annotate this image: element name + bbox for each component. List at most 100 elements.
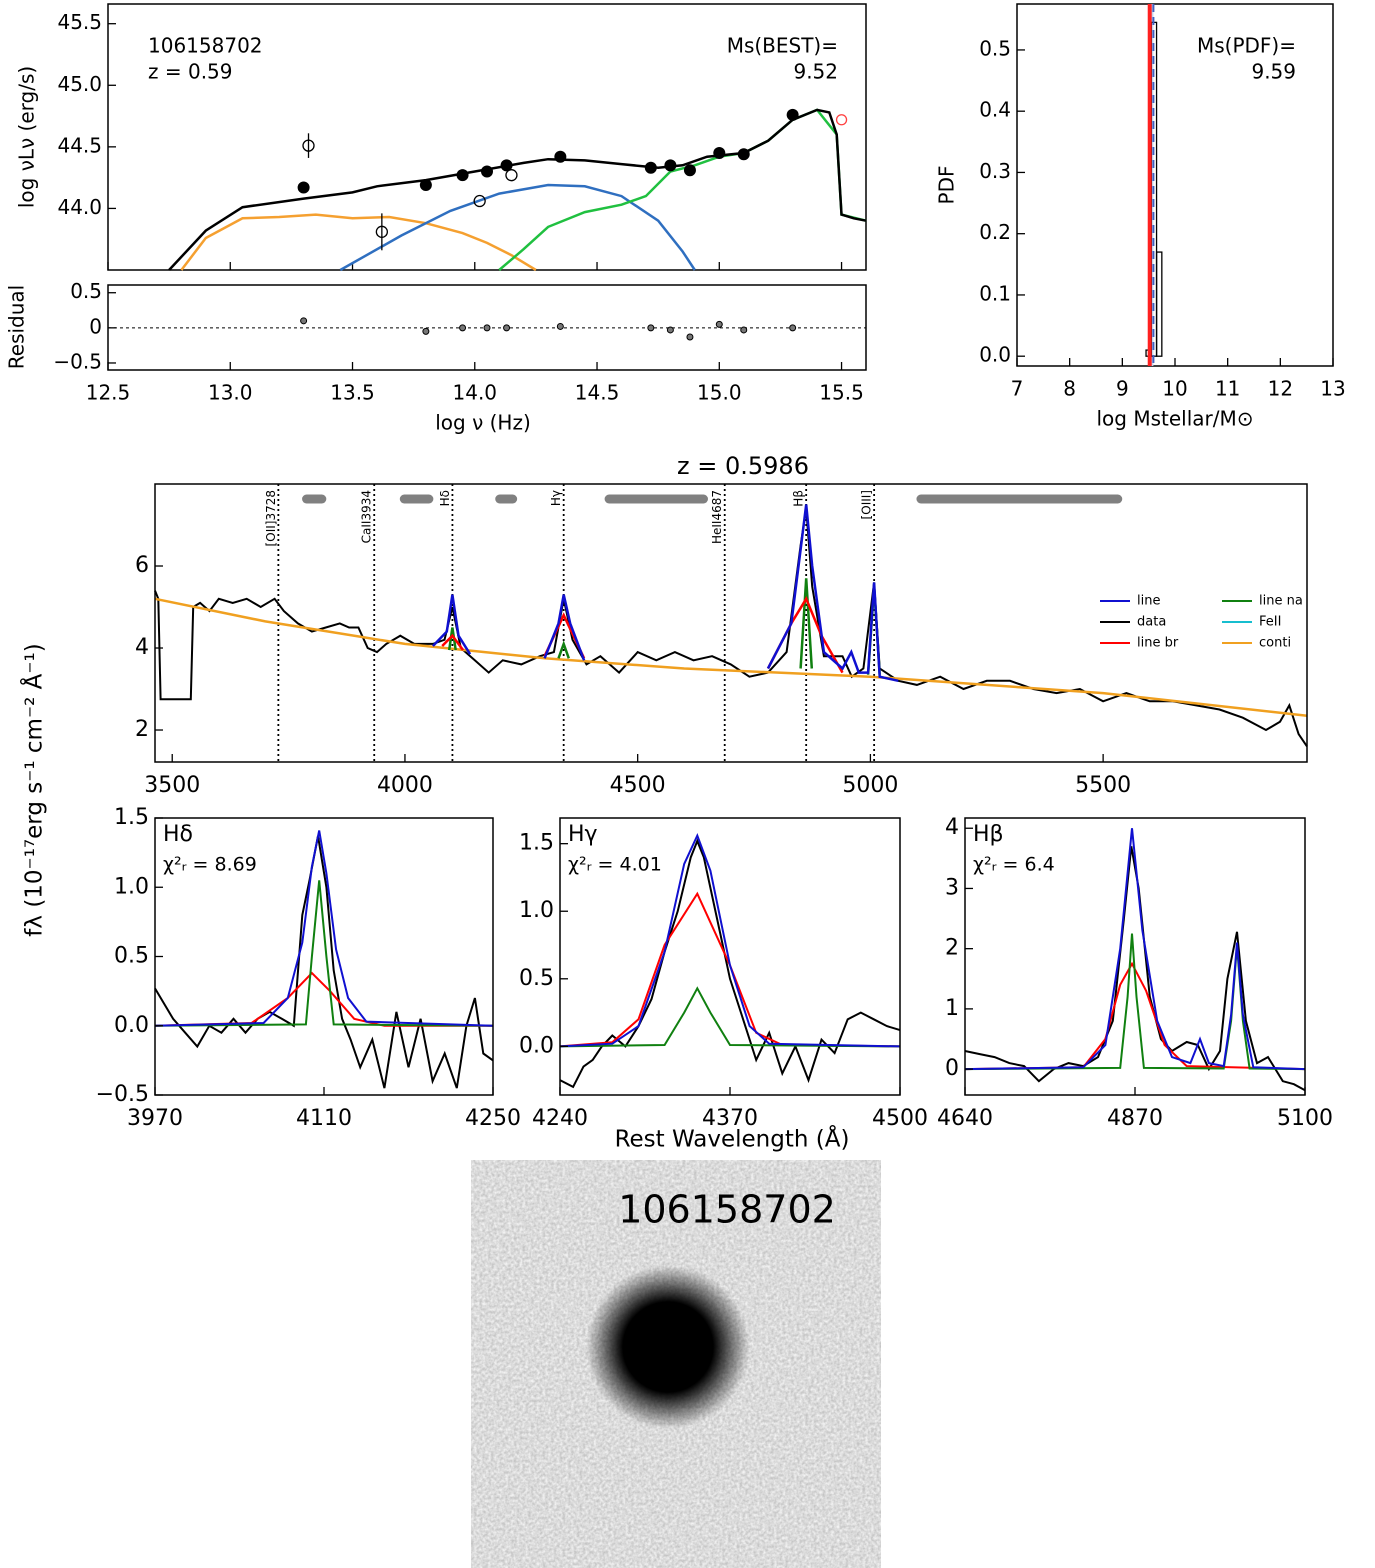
residual-point xyxy=(647,324,655,332)
x-tick-label: 4000 xyxy=(377,773,433,798)
x-tick-label: 5000 xyxy=(842,773,898,798)
fit-line xyxy=(154,835,494,1089)
y-tick-label: 0 xyxy=(89,314,102,338)
x-tick-label: 9 xyxy=(1116,377,1129,401)
y-tick-label: −0.5 xyxy=(96,1082,149,1107)
model-curve xyxy=(180,213,537,272)
x-tick-label: 15.5 xyxy=(819,381,864,405)
x-tick-label: 14.0 xyxy=(453,381,498,405)
x-tick-label: 13 xyxy=(1320,377,1345,401)
x-tick-label: 4370 xyxy=(702,1106,758,1131)
line-label: CaII3934 xyxy=(360,490,374,543)
x-tick-label: 11 xyxy=(1215,377,1240,401)
detection xyxy=(419,179,432,192)
y-tick-label: 0.5 xyxy=(114,944,149,969)
spectrum-line xyxy=(154,508,1308,747)
y-tick-label: 0.0 xyxy=(114,1013,149,1038)
y-tick-label: 44.0 xyxy=(57,195,102,219)
detection xyxy=(713,147,726,160)
x-tick-label: 4500 xyxy=(872,1106,928,1131)
mass-value: 9.52 xyxy=(793,60,838,84)
y-tick-label: 1 xyxy=(945,996,959,1021)
fit-line xyxy=(559,838,901,1089)
open-point xyxy=(375,225,389,238)
chi2-label: χ²ᵣ = 4.01 xyxy=(568,854,662,876)
mass-label: Ms(PDF)= xyxy=(1197,34,1296,58)
x-tick-label: 3500 xyxy=(144,773,200,798)
x-tick-label: 4110 xyxy=(296,1106,352,1131)
x-axis-label: Rest Wavelength (Å) xyxy=(615,1125,850,1153)
detection xyxy=(737,148,750,161)
x-tick-label: 15.0 xyxy=(697,381,742,405)
model-curve xyxy=(498,108,867,271)
legend-label: line br xyxy=(1137,636,1179,651)
x-tick-label: 12 xyxy=(1268,377,1293,401)
detection xyxy=(481,165,493,178)
fit-line xyxy=(964,933,1306,1071)
detection xyxy=(664,159,677,172)
y-tick-label: 0.0 xyxy=(979,343,1011,367)
panel-label: Hδ xyxy=(163,822,193,847)
y-tick-label: 0.4 xyxy=(979,98,1011,122)
y-tick-label: 0.2 xyxy=(979,220,1011,244)
red-point xyxy=(835,114,848,126)
y-axis-label: Residual xyxy=(5,285,29,369)
fit-line xyxy=(154,830,494,1027)
y-tick-label: −0.5 xyxy=(53,349,102,373)
residual-point xyxy=(422,327,430,335)
model-curve xyxy=(339,183,696,272)
panel-label: Hγ xyxy=(568,822,598,847)
detection xyxy=(786,108,799,121)
residual-point xyxy=(483,324,491,332)
spectrum-line xyxy=(447,578,881,675)
legend-label: conti xyxy=(1259,636,1291,651)
legend-label: FeII xyxy=(1259,615,1281,630)
plot-frame xyxy=(154,483,1308,763)
x-tick-label: 14.5 xyxy=(575,381,620,405)
x-tick-label: 4870 xyxy=(1107,1106,1163,1131)
spectrum-line xyxy=(432,504,899,683)
detection xyxy=(297,181,310,194)
x-tick-label: 4250 xyxy=(465,1106,521,1131)
y-tick-label: 3 xyxy=(945,875,959,900)
x-tick-label: 4640 xyxy=(937,1106,993,1131)
x-tick-label: 3970 xyxy=(127,1106,183,1131)
fit-line xyxy=(964,828,1306,1071)
fit-line xyxy=(559,986,901,1048)
model-curve xyxy=(168,108,867,271)
plot-frame xyxy=(1016,3,1334,367)
y-tick-label: 0.0 xyxy=(519,1033,554,1058)
y-tick-label: 2 xyxy=(135,717,149,742)
image-label: 106158702 xyxy=(618,1188,836,1232)
fit-line xyxy=(559,891,901,1048)
y-tick-label: 45.0 xyxy=(57,72,102,96)
y-tick-label: 44.5 xyxy=(57,133,102,157)
residual-point xyxy=(686,333,694,341)
residual-point xyxy=(715,320,723,328)
cutout-image: 106158702 xyxy=(471,1160,881,1568)
chart-title: z = 0.5986 xyxy=(677,452,809,480)
chi2-label: χ²ᵣ = 8.69 xyxy=(163,854,257,876)
plot-frame xyxy=(107,3,867,271)
y-tick-label: 1.0 xyxy=(114,874,149,899)
chi2-label: χ²ᵣ = 6.4 xyxy=(973,854,1055,876)
detection xyxy=(456,169,469,182)
panel-label: Hβ xyxy=(973,822,1004,847)
y-tick-label: 0.5 xyxy=(70,279,102,303)
detection xyxy=(683,164,696,177)
residual-point xyxy=(459,324,467,332)
line-label: Hγ xyxy=(549,490,563,506)
fit-line xyxy=(964,846,1306,1092)
y-tick-label: 2 xyxy=(945,936,959,961)
y-tick-label: 4 xyxy=(135,635,149,660)
line-label: [OIII] xyxy=(860,490,874,519)
y-tick-label: 1.5 xyxy=(519,831,554,856)
x-tick-label: 8 xyxy=(1063,377,1076,401)
x-tick-label: 13.5 xyxy=(330,381,375,405)
x-tick-label: 4500 xyxy=(610,773,666,798)
x-tick-label: 5500 xyxy=(1075,773,1131,798)
legend-label: line na xyxy=(1259,594,1303,609)
y-tick-label: 6 xyxy=(135,553,149,578)
